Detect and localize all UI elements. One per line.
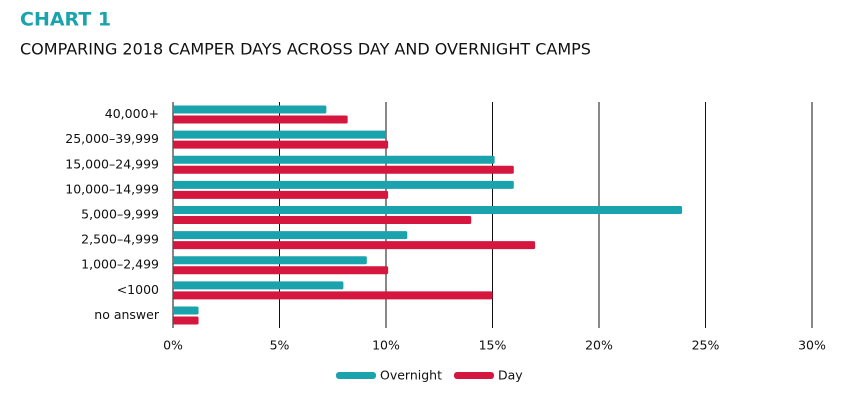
y-tick-label: 15,000–24,999 <box>65 156 159 171</box>
bar <box>173 130 386 139</box>
chart-title: CHART 1 <box>20 9 111 31</box>
bar <box>173 291 493 300</box>
y-tick-label: 40,000+ <box>105 106 159 121</box>
x-tick-label: 20% <box>585 338 613 353</box>
y-tick-label: <1000 <box>117 282 159 297</box>
bar <box>173 266 389 275</box>
x-tick-label: 5% <box>270 338 290 353</box>
x-tick-label: 25% <box>692 338 720 353</box>
y-tick-label: no answer <box>94 307 160 322</box>
bar <box>173 306 199 315</box>
bar <box>173 206 683 214</box>
legend-label: Day <box>498 368 523 383</box>
bar <box>173 140 389 149</box>
chart-subtitle: COMPARING 2018 CAMPER DAYS ACROSS DAY AN… <box>20 40 591 59</box>
legend-swatch <box>454 372 494 379</box>
bar <box>173 316 199 325</box>
bar <box>173 155 495 164</box>
y-tick-label: 25,000–39,999 <box>65 131 159 146</box>
x-tick-label: 30% <box>798 338 826 353</box>
bar <box>173 115 348 124</box>
y-tick-label: 2,500–4,999 <box>81 232 159 247</box>
bar <box>173 256 367 265</box>
y-tick-label: 1,000–2,499 <box>81 257 159 272</box>
bar <box>173 241 536 250</box>
bar <box>173 105 327 114</box>
bar <box>173 281 344 290</box>
x-tick-label: 0% <box>163 338 183 353</box>
bar <box>173 216 472 224</box>
bar <box>173 180 514 189</box>
legend-label: Overnight <box>380 368 442 383</box>
y-tick-label: 10,000–14,999 <box>65 181 159 196</box>
legend-swatch <box>336 372 376 379</box>
bar <box>173 190 389 199</box>
y-tick-label: 5,000–9,999 <box>81 207 159 222</box>
x-tick-label: 15% <box>479 338 507 353</box>
bar <box>173 231 408 240</box>
x-tick-label: 10% <box>372 338 400 353</box>
bar <box>173 165 514 174</box>
